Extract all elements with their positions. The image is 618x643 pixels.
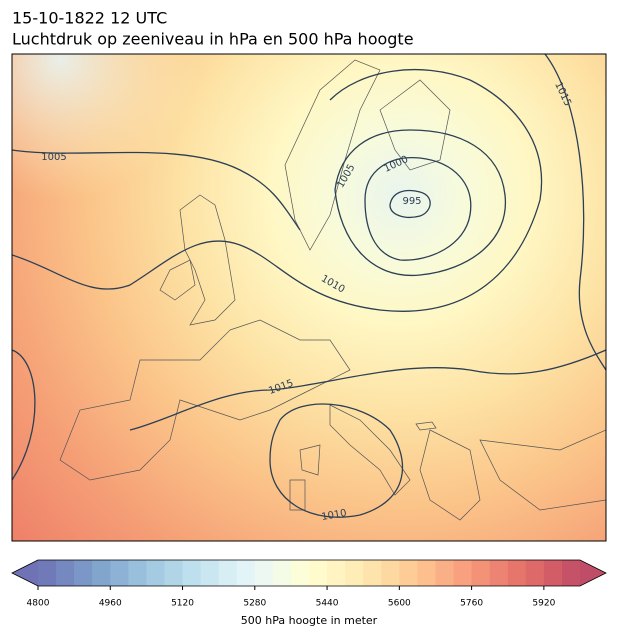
colorbar-extend-low <box>12 560 38 586</box>
colorbar-band <box>381 560 400 586</box>
isobar-label: 1010 <box>321 508 348 523</box>
isobar-label: 1005 <box>41 152 66 163</box>
colorbar-band <box>435 560 455 586</box>
colorbar-band <box>453 560 473 586</box>
colorbar-band <box>182 560 202 586</box>
colorbar-band <box>561 560 581 586</box>
colorbar-tick-label: 5920 <box>532 599 555 609</box>
colorbar-band <box>236 560 256 586</box>
colorbar-tick-label: 5600 <box>388 599 411 609</box>
colorbar-band <box>272 560 292 586</box>
colorbar-band <box>200 560 220 586</box>
colorbar-tick-label: 4960 <box>99 599 122 609</box>
colorbar-band <box>56 560 75 586</box>
colorbar-band <box>525 560 545 586</box>
colorbar-tick-label: 5280 <box>243 599 266 609</box>
coastlines <box>59 59 606 521</box>
colorbar-tick-label: 4800 <box>27 599 50 609</box>
colorbar-band <box>164 560 184 586</box>
colorbar-band <box>128 560 147 586</box>
map-frame <box>11 53 607 542</box>
colorbar-label: 500 hPa hoogte in meter <box>241 614 378 627</box>
colorbar-band <box>38 560 57 586</box>
isobar-label: 995 <box>402 196 421 207</box>
isobars <box>12 54 606 518</box>
colorbar-band <box>363 560 382 586</box>
colorbar-band <box>218 560 238 586</box>
colorbar-band <box>290 560 310 586</box>
colorbar-tick-label: 5120 <box>171 599 194 609</box>
colorbar-band <box>417 560 436 586</box>
colorbar-band <box>399 560 418 586</box>
colorbar-band <box>327 560 346 586</box>
colorbar-band <box>507 560 527 586</box>
colorbar-frame <box>11 559 607 587</box>
colorbar-band <box>146 560 165 586</box>
colorbar: 4800 4960 5120 5280 5440 5600 5760 5920 <box>11 559 607 609</box>
colorbar-extend-high <box>580 560 606 586</box>
colorbar-band <box>92 560 111 586</box>
map: 1005 1000 995 1005 1010 1015 1015 1010 <box>12 54 606 541</box>
height-field <box>12 54 262 214</box>
colorbar-band <box>110 560 129 586</box>
colorbar-band <box>254 560 274 586</box>
colorbar-band <box>309 560 328 586</box>
colorbar-band <box>489 560 509 586</box>
colorbar-tick-label: 5760 <box>460 599 483 609</box>
colorbar-tick-label: 5440 <box>316 599 339 609</box>
colorbar-band <box>543 560 563 586</box>
subtitle: Luchtdruk op zeeniveau in hPa en 500 hPa… <box>12 30 414 49</box>
colorbar-band <box>74 560 93 586</box>
colorbar-band <box>471 560 491 586</box>
title: 15-10-1822 12 UTC <box>12 9 167 28</box>
colorbar-band <box>345 560 364 586</box>
